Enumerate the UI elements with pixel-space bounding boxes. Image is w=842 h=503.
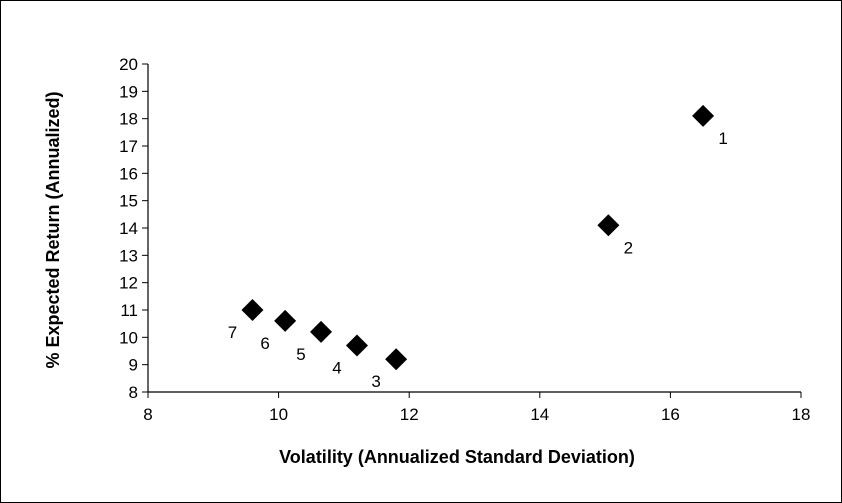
x-tick-label: 12 <box>400 405 419 424</box>
x-tick-label: 18 <box>792 405 811 424</box>
point-label-1: 1 <box>718 129 727 148</box>
point-label-5: 5 <box>296 345 305 364</box>
point-label-6: 6 <box>260 334 269 353</box>
y-axis-ticks: 8 9 10 11 12 13 14 15 16 17 18 19 20 <box>119 55 148 402</box>
y-tick-label: 19 <box>119 82 138 101</box>
data-point-4 <box>345 334 368 357</box>
point-label-3: 3 <box>371 372 380 391</box>
x-axis-title: Volatility (Annualized Standard Deviatio… <box>279 447 635 467</box>
data-point-2 <box>597 214 620 237</box>
point-label-4: 4 <box>332 359 341 378</box>
x-tick-label: 8 <box>143 405 152 424</box>
x-tick-label: 16 <box>661 405 680 424</box>
data-point-3 <box>385 348 408 371</box>
y-axis-title: % Expected Return (Annualized) <box>43 91 63 368</box>
y-tick-label: 18 <box>119 110 138 129</box>
y-tick-label: 15 <box>119 192 138 211</box>
x-tick-label: 10 <box>269 405 288 424</box>
point-label-2: 2 <box>624 238 633 257</box>
data-point-6 <box>274 309 297 332</box>
data-points <box>241 104 715 371</box>
y-tick-label: 8 <box>129 383 138 402</box>
data-point-1 <box>692 104 715 127</box>
data-point-7 <box>241 299 264 321</box>
x-axis-ticks: 8 10 12 14 16 18 <box>143 392 810 424</box>
y-tick-label: 20 <box>119 55 138 74</box>
y-tick-label: 12 <box>119 274 138 293</box>
y-tick-label: 14 <box>119 219 138 238</box>
data-point-5 <box>310 320 333 343</box>
x-tick-label: 14 <box>530 405 549 424</box>
y-tick-label: 10 <box>119 328 138 347</box>
point-label-7: 7 <box>228 323 237 342</box>
point-labels: 1 2 3 4 5 6 7 <box>228 129 728 391</box>
y-tick-label: 11 <box>120 301 138 320</box>
y-tick-label: 16 <box>119 164 138 183</box>
y-tick-label: 13 <box>119 246 138 265</box>
y-tick-label: 9 <box>129 356 138 375</box>
y-tick-label: 17 <box>119 137 138 156</box>
